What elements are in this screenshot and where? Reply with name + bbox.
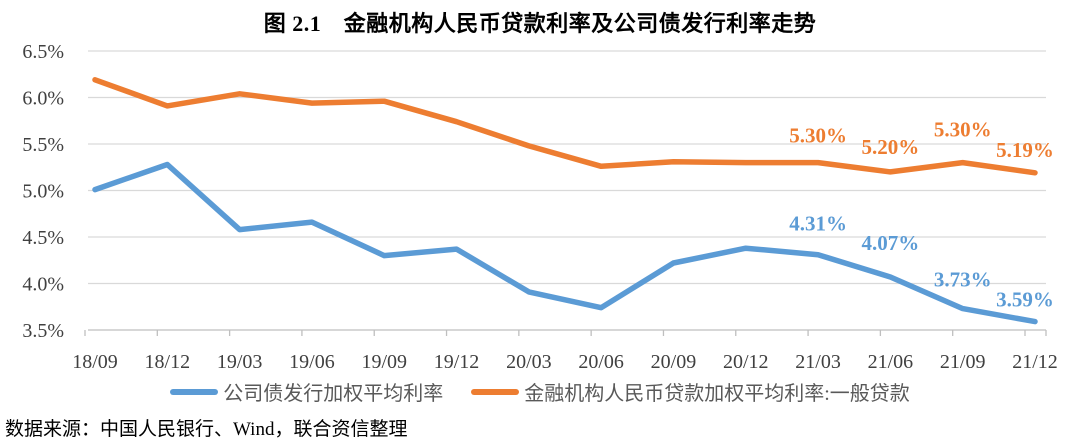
y-axis-tick-label: 4.5% [22,227,64,249]
x-axis-tick-label: 20/06 [578,351,624,373]
legend-item-loan-rate: 金融机构人民币贷款加权平均利率:一般贷款 [471,377,910,406]
legend-swatch-loan-rate-icon [471,388,520,395]
x-axis-tick-label: 21/09 [940,351,986,373]
x-axis-tick-label: 21/06 [868,351,914,373]
point-label: 3.59% [996,288,1054,312]
y-axis-tick-label: 6.0% [22,88,64,110]
x-axis-tick-label: 20/09 [651,351,697,373]
legend-label-loan-rate: 金融机构人民币贷款加权平均利率:一般贷款 [524,383,910,405]
point-label: 5.30% [789,124,847,148]
legend-label-corporate-bond: 公司债发行加权平均利率 [223,383,444,405]
chart-plot-area: 6.5% 6.0% 5.5% 5.0% 4.5% 4.0% 3.5% 18/09 18/12 19… [22,41,1058,373]
point-label: 5.20% [862,135,920,159]
y-axis-tick-label: 4.0% [22,274,64,296]
x-axis-tick-label: 21/12 [1012,351,1058,373]
legend-item-corporate-bond: 公司债发行加权平均利率 [170,377,443,406]
x-axis-tick-label: 19/09 [361,351,407,373]
y-axis-tick-label: 3.5% [22,320,64,342]
x-axis-tick-label: 18/12 [145,351,191,373]
y-axis-tick-label: 6.5% [22,41,64,63]
series-line-loan-rate [92,77,1038,176]
y-axis-tick-label: 5.5% [22,134,64,156]
chart-title: 图 2.1 金融机构人民币贷款利率及公司债发行利率走势 [263,11,817,36]
point-label: 3.73% [934,268,992,292]
x-axis-tick-label: 19/06 [289,351,335,373]
point-label: 5.30% [934,118,992,142]
point-label: 4.07% [862,231,920,255]
y-axis-tick-label: 5.0% [22,181,64,203]
legend-swatch-corporate-bond-icon [170,388,219,395]
x-axis-tick-label: 20/03 [506,351,552,373]
x-axis-tick-label: 19/03 [217,351,263,373]
series-line-corporate-bond [92,161,1038,325]
x-axis-tick-label: 18/09 [72,351,118,373]
x-axis-tick-label: 20/12 [723,351,769,373]
point-label: 4.31% [789,212,847,236]
legend: 公司债发行加权平均利率 金融机构人民币贷款加权平均利率:一般贷款 [0,377,1080,406]
x-axis-tick-label: 21/03 [795,351,841,373]
point-label: 5.19% [996,138,1054,162]
source-note: 数据来源：中国人民银行、Wind，联合资信整理 [5,419,408,440]
x-axis-tick-label: 19/12 [434,351,480,373]
